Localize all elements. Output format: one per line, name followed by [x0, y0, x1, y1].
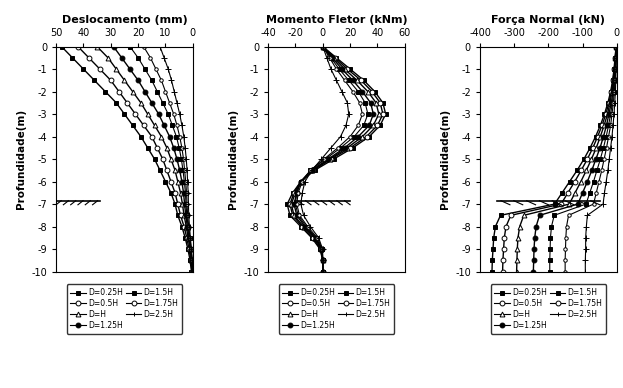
Y-axis label: Profundidade(m): Profundidade(m)	[228, 109, 238, 209]
Title: Deslocamento (mm): Deslocamento (mm)	[62, 16, 188, 25]
Title: Momento Fletor (kNm): Momento Fletor (kNm)	[265, 16, 407, 25]
Y-axis label: Profundidade(m): Profundidade(m)	[440, 109, 450, 209]
Title: Força Normal (kN): Força Normal (kN)	[492, 16, 606, 25]
Legend: D=0.25H, D=0.5H, D=H, D=1.25H, D=1.5H, D=1.75H, D=2.5H: D=0.25H, D=0.5H, D=H, D=1.25H, D=1.5H, D…	[490, 284, 606, 334]
Legend: D=0.25H, D=0.5H, D=H, D=1.25H, D=1.5H, D=1.75H, D=2.5H: D=0.25H, D=0.5H, D=H, D=1.25H, D=1.5H, D…	[278, 284, 394, 334]
Y-axis label: Profundidade(m): Profundidade(m)	[16, 109, 26, 209]
Legend: D=0.25H, D=0.5H, D=H, D=1.25H, D=1.5H, D=1.75H, D=2.5H: D=0.25H, D=0.5H, D=H, D=1.25H, D=1.5H, D…	[67, 284, 183, 334]
